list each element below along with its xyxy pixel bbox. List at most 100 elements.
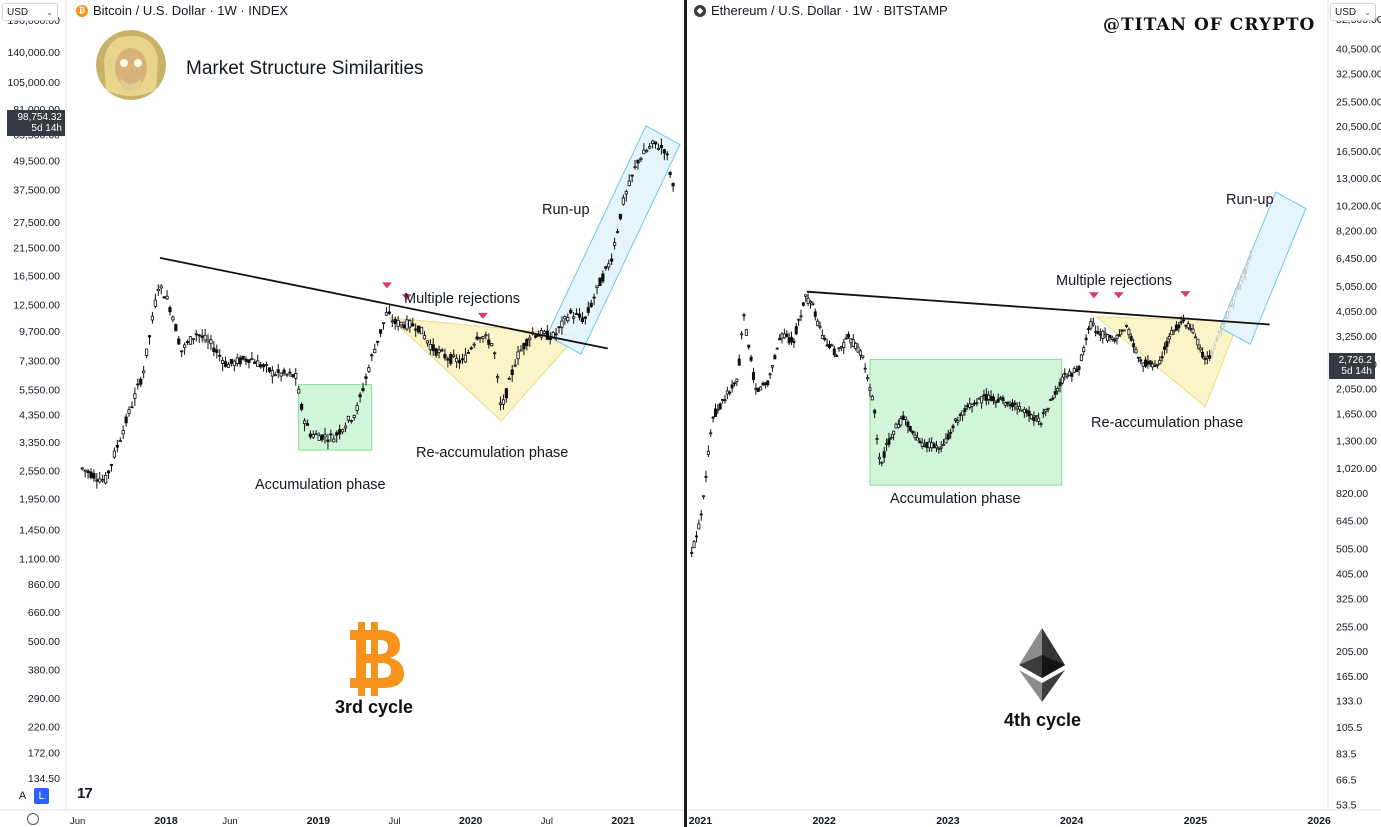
candle-body bbox=[1163, 346, 1167, 350]
candle-body bbox=[697, 523, 701, 530]
candle-body bbox=[659, 144, 663, 149]
auto-scale-button[interactable]: A bbox=[18, 790, 27, 802]
candle-body bbox=[1048, 399, 1052, 401]
candle-body bbox=[1018, 406, 1022, 410]
currency-label: USD bbox=[7, 7, 29, 18]
y-tick-label: 220.00 bbox=[28, 722, 60, 734]
candle-body bbox=[104, 474, 108, 484]
candle-body bbox=[953, 418, 957, 421]
candle-body bbox=[894, 423, 898, 429]
candle-body bbox=[823, 338, 827, 341]
candle-body bbox=[428, 343, 432, 350]
rejection-marker bbox=[477, 312, 488, 319]
candle-body bbox=[1170, 330, 1174, 336]
candle-body bbox=[937, 448, 941, 450]
panel-divider[interactable] bbox=[684, 0, 687, 827]
candle-body bbox=[1146, 360, 1150, 365]
candle-body bbox=[782, 333, 786, 339]
candle-body bbox=[314, 433, 318, 436]
candle-body bbox=[725, 390, 729, 395]
candle-body bbox=[1022, 408, 1026, 414]
candle-body bbox=[1046, 407, 1050, 410]
y-tick-label: 134.50 bbox=[28, 773, 60, 785]
candle-body bbox=[713, 408, 717, 417]
btc-reaccumulation-label: Re-accumulation phase bbox=[416, 445, 569, 461]
candle-body bbox=[244, 358, 248, 362]
y-tick-label: 325.00 bbox=[1336, 594, 1368, 606]
y-tick-label: 27,500.00 bbox=[13, 217, 60, 229]
candle-body bbox=[965, 405, 969, 408]
candle-body bbox=[610, 258, 614, 262]
y-tick-label: 1,100.00 bbox=[19, 553, 60, 565]
btc-chart-panel[interactable]: 190,000.00140,000.00105,000.0081,000.006… bbox=[0, 0, 684, 827]
candle-body bbox=[832, 348, 836, 356]
settings-gear-icon[interactable] bbox=[27, 813, 39, 825]
candle-body bbox=[373, 348, 377, 354]
candle-body bbox=[288, 371, 292, 374]
y-tick-label: 8,200.00 bbox=[1336, 226, 1377, 238]
eth-last-price-value: 2,726.2 bbox=[1338, 355, 1372, 366]
currency-selector-right[interactable]: USD ⌄ bbox=[1330, 3, 1376, 21]
log-scale-button[interactable]: L bbox=[34, 788, 49, 804]
candle-body bbox=[323, 434, 327, 438]
candle-body bbox=[1236, 285, 1240, 289]
candle-body bbox=[875, 438, 879, 440]
candle-body bbox=[706, 450, 710, 455]
candle-body bbox=[139, 378, 143, 385]
candle-body bbox=[577, 313, 582, 318]
candle-body bbox=[751, 371, 755, 381]
candle-body bbox=[759, 386, 763, 391]
candle-body bbox=[1091, 322, 1095, 326]
candle-body bbox=[958, 414, 962, 416]
candle-body bbox=[1160, 356, 1164, 359]
candle-body bbox=[589, 302, 593, 308]
y-tick-label: 3,350.00 bbox=[19, 437, 60, 449]
candle-body bbox=[475, 336, 479, 340]
eth-symbol-header[interactable]: ◆ Ethereum / U.S. Dollar · 1W · BITSTAMP bbox=[694, 3, 948, 18]
candle-body bbox=[472, 343, 476, 346]
candle-body bbox=[1034, 415, 1038, 417]
currency-selector[interactable]: USD ⌄ bbox=[2, 3, 58, 21]
candle-body bbox=[711, 416, 715, 419]
candle-body bbox=[1110, 337, 1114, 340]
btc-runup-label: Run-up bbox=[542, 202, 590, 218]
candle-body bbox=[554, 333, 558, 336]
candle-body bbox=[1082, 347, 1086, 352]
candle-body bbox=[763, 382, 767, 386]
candle-body bbox=[1087, 328, 1091, 330]
candle-body bbox=[932, 443, 936, 449]
candle-body bbox=[718, 403, 722, 410]
candle-body bbox=[787, 337, 791, 344]
candle-body bbox=[162, 296, 166, 299]
candle-body bbox=[256, 360, 260, 367]
y-tick-label: 820.00 bbox=[1336, 488, 1368, 500]
x-tick-label: 2019 bbox=[307, 815, 331, 827]
candle-body bbox=[329, 433, 333, 436]
x-tick-label: Jul bbox=[388, 816, 400, 827]
candle-body bbox=[142, 370, 146, 374]
tradingview-logo[interactable]: 17 bbox=[77, 785, 93, 802]
candle-body bbox=[346, 415, 351, 421]
candle-body bbox=[440, 349, 444, 352]
eth-chart-svg[interactable]: 52,500.0040,500.0032,500.0025,500.0020,5… bbox=[688, 0, 1381, 827]
btc-symbol-header[interactable]: ₿ Bitcoin / U.S. Dollar · 1W · INDEX bbox=[76, 3, 288, 18]
candle-body bbox=[1089, 321, 1093, 329]
candle-body bbox=[130, 406, 134, 409]
y-tick-label: 4,350.00 bbox=[19, 410, 60, 422]
candle-body bbox=[378, 329, 383, 334]
candle-body bbox=[513, 364, 517, 367]
candle-body bbox=[975, 402, 979, 405]
candle-body bbox=[1015, 406, 1019, 410]
y-tick-label: 16,500.00 bbox=[1336, 146, 1381, 158]
candle-body bbox=[794, 326, 798, 335]
candle-body bbox=[732, 382, 736, 385]
candle-body bbox=[913, 434, 917, 439]
y-tick-label: 7,300.00 bbox=[19, 356, 60, 368]
candle-body bbox=[358, 394, 362, 398]
candle-body bbox=[790, 337, 794, 342]
eth-chart-panel[interactable]: 52,500.0040,500.0032,500.0025,500.0020,5… bbox=[688, 0, 1381, 827]
candle-body bbox=[906, 421, 910, 427]
y-tick-label: 290.00 bbox=[28, 693, 60, 705]
candle-body bbox=[431, 344, 435, 352]
candle-body bbox=[1132, 343, 1136, 348]
